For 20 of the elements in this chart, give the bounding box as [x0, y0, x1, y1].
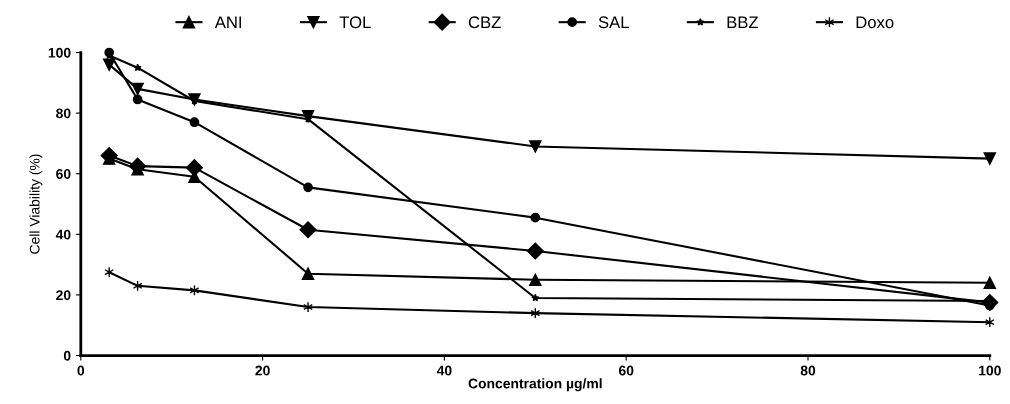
y-tick-label: 0: [63, 350, 71, 361]
x-tick-label: 40: [436, 365, 452, 376]
x-tick-label: 20: [255, 365, 270, 376]
x-tick-label: 60: [618, 365, 634, 376]
y-tick-label: 60: [56, 169, 71, 179]
legend-label: TOL: [339, 16, 371, 29]
x-axis-title: Concentration µg/ml: [468, 378, 602, 392]
legend-label: SAL: [598, 16, 629, 29]
legend-label: ANI: [214, 16, 242, 28]
y-tick-label: 40: [55, 229, 71, 240]
y-tick-label: 80: [56, 108, 71, 119]
x-tick-label: 100: [979, 365, 1001, 376]
y-axis-title: Cell Viability (%): [29, 154, 43, 254]
legend-label: Doxo: [856, 16, 894, 29]
x-tick-label: 0: [77, 365, 85, 376]
x-tick-label: 80: [800, 365, 816, 376]
legend-label: BBZ: [727, 16, 759, 28]
legend-label: CBZ: [468, 16, 501, 29]
y-tick-label: 20: [56, 290, 71, 301]
y-tick-label: 100: [48, 47, 71, 58]
